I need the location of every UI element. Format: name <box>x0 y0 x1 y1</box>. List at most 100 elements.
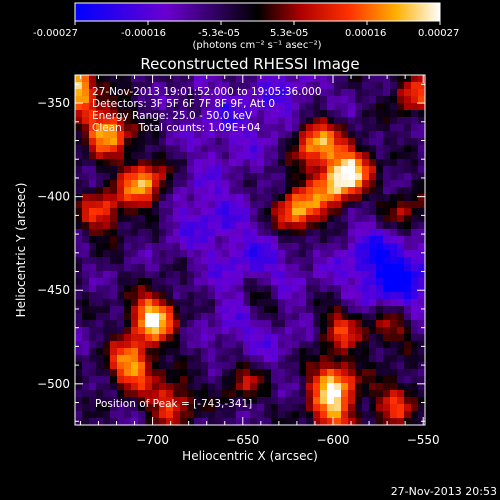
heatmap-cell <box>103 236 111 244</box>
heatmap-cell <box>278 187 286 195</box>
heatmap-cell <box>271 187 279 195</box>
heatmap-cell <box>96 306 104 314</box>
heatmap-cell <box>327 152 335 160</box>
heatmap-cell <box>292 376 300 384</box>
heatmap-cell <box>271 131 279 139</box>
heatmap-cell <box>103 138 111 146</box>
heatmap-cell <box>264 285 272 293</box>
heatmap-cell <box>208 411 216 419</box>
heatmap-cell <box>117 159 125 167</box>
heatmap-cell <box>320 215 328 223</box>
heatmap-cell <box>320 110 328 118</box>
heatmap-cell <box>341 229 349 237</box>
heatmap-cell <box>369 89 377 97</box>
heatmap-cell <box>348 250 356 258</box>
heatmap-cell <box>131 355 139 363</box>
heatmap-cell <box>390 348 398 356</box>
heatmap-cell <box>341 355 349 363</box>
heatmap-cell <box>250 117 258 125</box>
heatmap-cell <box>271 89 279 97</box>
heatmap-cell <box>96 376 104 384</box>
heatmap-cell <box>355 201 363 209</box>
heatmap-cell <box>138 355 146 363</box>
heatmap-cell <box>110 418 118 425</box>
heatmap-cell <box>180 117 188 125</box>
heatmap-cell <box>257 397 265 405</box>
heatmap-cell <box>334 292 342 300</box>
heatmap-cell <box>264 159 272 167</box>
heatmap-cell <box>159 110 167 118</box>
chart-title: Reconstructed RHESSI Image <box>140 55 359 73</box>
heatmap-cell <box>278 383 286 391</box>
heatmap-cell <box>75 222 83 230</box>
clean-counts-annotation: Clean Total counts: 1.09E+04 <box>92 122 261 134</box>
heatmap-cell <box>117 383 125 391</box>
heatmap-cell <box>292 117 300 125</box>
heatmap-cell <box>236 390 244 398</box>
heatmap-cell <box>103 201 111 209</box>
heatmap-cell <box>103 320 111 328</box>
heatmap-cell <box>208 404 216 412</box>
heatmap-cell <box>138 348 146 356</box>
heatmap-cell <box>376 138 384 146</box>
heatmap-cell <box>369 320 377 328</box>
heatmap-cell <box>236 201 244 209</box>
heatmap-cell <box>411 208 419 216</box>
heatmap-cell <box>264 243 272 251</box>
heatmap-cell <box>103 194 111 202</box>
heatmap-cell <box>222 418 230 425</box>
heatmap-cell <box>285 96 293 104</box>
heatmap-cell <box>117 390 125 398</box>
heatmap-cell <box>327 215 335 223</box>
heatmap-cell <box>89 124 97 132</box>
heatmap-cell <box>404 404 412 412</box>
heatmap-cell <box>264 271 272 279</box>
heatmap-cell <box>82 89 90 97</box>
heatmap-cell <box>397 159 405 167</box>
heatmap-cell <box>82 117 90 125</box>
heatmap-cell <box>418 292 425 300</box>
heatmap-cell <box>397 278 405 286</box>
heatmap-cell <box>355 320 363 328</box>
heatmap-cell <box>397 341 405 349</box>
heatmap-cell <box>411 131 419 139</box>
footer-timestamp: 27-Nov-2013 20:53 <box>390 485 497 498</box>
heatmap-cell <box>236 236 244 244</box>
heatmap-cell <box>285 229 293 237</box>
heatmap-cell <box>390 292 398 300</box>
heatmap-cell <box>348 215 356 223</box>
heatmap-cell <box>271 271 279 279</box>
heatmap-cell <box>180 215 188 223</box>
heatmap-cell <box>257 229 265 237</box>
heatmap-cell <box>397 138 405 146</box>
heatmap-cell <box>131 187 139 195</box>
heatmap-cell <box>201 180 209 188</box>
heatmap-cell <box>369 103 377 111</box>
heatmap-cell <box>348 145 356 153</box>
heatmap-cell <box>292 264 300 272</box>
heatmap-cell <box>334 299 342 307</box>
heatmap-cell <box>404 250 412 258</box>
heatmap-cell <box>271 180 279 188</box>
heatmap-cell <box>334 110 342 118</box>
heatmap-cell <box>383 82 391 90</box>
heatmap-cell <box>222 292 230 300</box>
heatmap-cell <box>243 306 251 314</box>
heatmap-cell <box>124 89 132 97</box>
heatmap-cell <box>348 201 356 209</box>
heatmap-cell <box>404 243 412 251</box>
heatmap-cell <box>243 236 251 244</box>
heatmap-cell <box>418 243 425 251</box>
heatmap-cell <box>264 96 272 104</box>
heatmap-cell <box>327 285 335 293</box>
heatmap-cell <box>103 306 111 314</box>
heatmap-cell <box>131 124 139 132</box>
heatmap-cell <box>180 187 188 195</box>
heatmap-cell <box>320 306 328 314</box>
heatmap-cell <box>250 194 258 202</box>
heatmap-cell <box>222 96 230 104</box>
heatmap-cell <box>89 390 97 398</box>
heatmap-cell <box>180 257 188 265</box>
heatmap-cell <box>376 103 384 111</box>
heatmap-cell <box>369 362 377 370</box>
